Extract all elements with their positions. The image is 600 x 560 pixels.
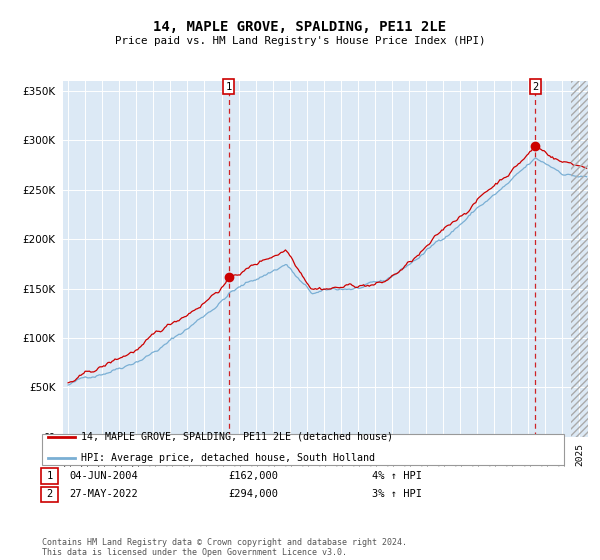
Text: 14, MAPLE GROVE, SPALDING, PE11 2LE (detached house): 14, MAPLE GROVE, SPALDING, PE11 2LE (det…: [81, 432, 393, 442]
Text: 4% ↑ HPI: 4% ↑ HPI: [372, 471, 422, 481]
Text: Contains HM Land Registry data © Crown copyright and database right 2024.
This d: Contains HM Land Registry data © Crown c…: [42, 538, 407, 557]
Text: 04-JUN-2004: 04-JUN-2004: [69, 471, 138, 481]
Text: 2: 2: [532, 82, 539, 91]
Bar: [571, 81, 600, 437]
Text: 1: 1: [47, 471, 53, 481]
Text: 1: 1: [226, 82, 232, 91]
Text: HPI: Average price, detached house, South Holland: HPI: Average price, detached house, Sout…: [81, 453, 375, 463]
Text: 27-MAY-2022: 27-MAY-2022: [69, 489, 138, 500]
Text: £294,000: £294,000: [228, 489, 278, 500]
Text: 14, MAPLE GROVE, SPALDING, PE11 2LE: 14, MAPLE GROVE, SPALDING, PE11 2LE: [154, 20, 446, 34]
Text: 3% ↑ HPI: 3% ↑ HPI: [372, 489, 422, 500]
Text: 2: 2: [47, 489, 53, 500]
Text: £162,000: £162,000: [228, 471, 278, 481]
Text: Price paid vs. HM Land Registry's House Price Index (HPI): Price paid vs. HM Land Registry's House …: [115, 36, 485, 46]
